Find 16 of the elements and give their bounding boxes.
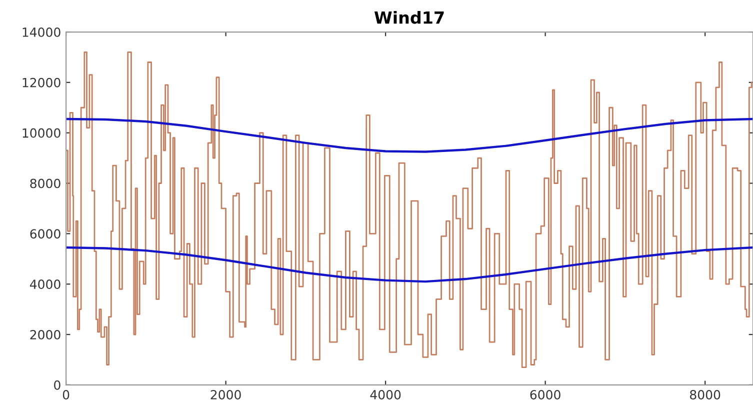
x-tick-label: 4000: [370, 390, 401, 400]
x-tick-label: 8000: [690, 390, 720, 400]
y-tick-label: 2000: [30, 330, 60, 340]
line-series: [66, 118, 753, 153]
y-tick-label: 10000: [22, 128, 60, 138]
y-tick-label: 14000: [22, 27, 60, 37]
y-tick-label: 0: [54, 380, 60, 390]
x-tick-label: 6000: [530, 390, 560, 400]
y-tick-label: 12000: [22, 78, 60, 88]
x-tick-label: 0: [62, 390, 70, 400]
line-series: [66, 246, 753, 283]
x-tick-label: 2000: [210, 390, 241, 400]
chart-title: Wind17: [374, 11, 444, 24]
y-tick-label: 8000: [30, 178, 60, 188]
y-tick-label: 4000: [30, 280, 60, 290]
y-tick-label: 6000: [30, 229, 60, 239]
